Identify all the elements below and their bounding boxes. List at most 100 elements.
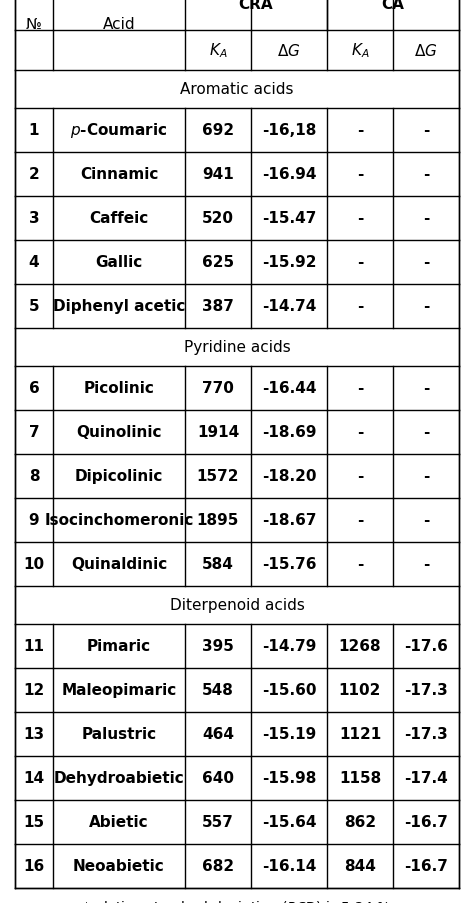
Text: 10: 10 — [23, 557, 45, 572]
Text: -: - — [423, 381, 429, 396]
Text: -: - — [423, 167, 429, 182]
Text: -17.3: -17.3 — [404, 683, 448, 698]
Text: $K_A$: $K_A$ — [351, 42, 369, 61]
Text: Pimaric: Pimaric — [87, 638, 151, 654]
Text: 387: 387 — [202, 299, 234, 314]
Text: -: - — [357, 256, 363, 270]
Text: -17.4: -17.4 — [404, 770, 448, 786]
Text: 1914: 1914 — [197, 425, 239, 440]
Text: -: - — [423, 299, 429, 314]
Text: 682: 682 — [202, 859, 234, 873]
Text: 1: 1 — [29, 124, 39, 138]
Text: -16.94: -16.94 — [262, 167, 316, 182]
Text: -15.60: -15.60 — [262, 683, 316, 698]
Text: 941: 941 — [202, 167, 234, 182]
Text: 16: 16 — [23, 859, 45, 873]
Text: -15.76: -15.76 — [262, 557, 316, 572]
Text: 584: 584 — [202, 557, 234, 572]
Text: 770: 770 — [202, 381, 234, 396]
Text: 520: 520 — [202, 211, 234, 227]
Text: -16,18: -16,18 — [262, 124, 316, 138]
Text: -15.19: -15.19 — [262, 727, 316, 741]
Text: -16.14: -16.14 — [262, 859, 316, 873]
Text: Picolinic: Picolinic — [83, 381, 155, 396]
Text: Quinolinic: Quinolinic — [76, 425, 162, 440]
Text: Dehydroabietic: Dehydroabietic — [54, 770, 184, 786]
Text: $p$-Coumaric: $p$-Coumaric — [70, 121, 168, 140]
Text: -: - — [357, 381, 363, 396]
Text: Dipicolinic: Dipicolinic — [75, 469, 163, 484]
Text: -: - — [357, 299, 363, 314]
Text: -15.64: -15.64 — [262, 815, 316, 830]
Text: -: - — [357, 124, 363, 138]
Text: -: - — [423, 124, 429, 138]
Text: 3: 3 — [29, 211, 39, 227]
Text: -17.3: -17.3 — [404, 727, 448, 741]
Text: Caffeic: Caffeic — [90, 211, 149, 227]
Text: 1158: 1158 — [339, 770, 381, 786]
Text: 1102: 1102 — [339, 683, 381, 698]
Text: *relative standard deviation ($RSD$) is 5-24 %: *relative standard deviation ($RSD$) is … — [82, 898, 392, 903]
Text: 13: 13 — [23, 727, 45, 741]
Text: 5: 5 — [29, 299, 39, 314]
Text: 15: 15 — [23, 815, 45, 830]
Text: $K_A$: $K_A$ — [209, 42, 227, 61]
Text: 548: 548 — [202, 683, 234, 698]
Text: Isocinchomeronic: Isocinchomeronic — [44, 513, 194, 528]
Text: -: - — [423, 513, 429, 528]
Text: -16.7: -16.7 — [404, 815, 448, 830]
Text: -: - — [423, 211, 429, 227]
Text: 6: 6 — [28, 381, 39, 396]
Text: Diterpenoid acids: Diterpenoid acids — [170, 598, 304, 613]
Text: 7: 7 — [29, 425, 39, 440]
Text: 1895: 1895 — [197, 513, 239, 528]
Text: 692: 692 — [202, 124, 234, 138]
Text: 844: 844 — [344, 859, 376, 873]
Text: -15.98: -15.98 — [262, 770, 316, 786]
Text: 640: 640 — [202, 770, 234, 786]
Text: CRA: CRA — [239, 0, 273, 13]
Text: -: - — [357, 425, 363, 440]
Text: Gallic: Gallic — [95, 256, 143, 270]
Text: Cinnamic: Cinnamic — [80, 167, 158, 182]
Text: Aromatic acids: Aromatic acids — [180, 82, 294, 98]
Text: CA: CA — [382, 0, 404, 13]
Text: -: - — [423, 256, 429, 270]
Text: -17.6: -17.6 — [404, 638, 448, 654]
Text: -16.44: -16.44 — [262, 381, 316, 396]
Text: Palustric: Palustric — [82, 727, 156, 741]
Text: 8: 8 — [29, 469, 39, 484]
Text: -: - — [357, 557, 363, 572]
Text: 12: 12 — [23, 683, 45, 698]
Text: 1268: 1268 — [339, 638, 381, 654]
Text: -16.7: -16.7 — [404, 859, 448, 873]
Text: 9: 9 — [29, 513, 39, 528]
Text: -: - — [357, 513, 363, 528]
Text: 4: 4 — [29, 256, 39, 270]
Text: 14: 14 — [23, 770, 45, 786]
Text: $\Delta G$: $\Delta G$ — [277, 43, 301, 59]
Text: Pyridine acids: Pyridine acids — [183, 340, 291, 355]
Text: 862: 862 — [344, 815, 376, 830]
Text: -15.47: -15.47 — [262, 211, 316, 227]
Text: -: - — [423, 425, 429, 440]
Text: 557: 557 — [202, 815, 234, 830]
Text: -14.79: -14.79 — [262, 638, 316, 654]
Text: 1121: 1121 — [339, 727, 381, 741]
Text: -15.92: -15.92 — [262, 256, 316, 270]
Text: 395: 395 — [202, 638, 234, 654]
Text: Maleopimaric: Maleopimaric — [61, 683, 177, 698]
Text: Abietic: Abietic — [89, 815, 149, 830]
Text: Diphenyl acetic: Diphenyl acetic — [53, 299, 185, 314]
Text: 2: 2 — [28, 167, 39, 182]
Text: 1572: 1572 — [197, 469, 239, 484]
Text: Acid: Acid — [103, 17, 135, 33]
Text: Quinaldinic: Quinaldinic — [71, 557, 167, 572]
Text: 11: 11 — [24, 638, 45, 654]
Text: -14.74: -14.74 — [262, 299, 316, 314]
Text: -: - — [423, 557, 429, 572]
Text: -: - — [357, 211, 363, 227]
Text: -: - — [357, 469, 363, 484]
Text: -18.67: -18.67 — [262, 513, 316, 528]
Text: Neoabietic: Neoabietic — [73, 859, 165, 873]
